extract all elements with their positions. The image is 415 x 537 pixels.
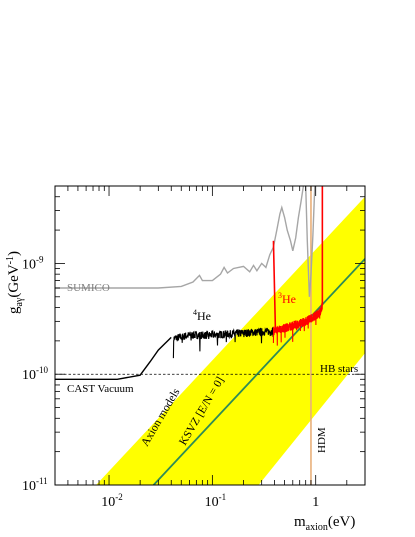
y-tick-label: 10-10 bbox=[22, 365, 48, 383]
y-tick-label: 10-11 bbox=[22, 476, 48, 494]
plot-frame bbox=[54, 185, 366, 486]
y-tick-label: 10-9 bbox=[22, 254, 44, 272]
x-tick-label: 10-1 bbox=[205, 492, 227, 510]
cast-vacuum-label: CAST Vacuum bbox=[67, 383, 134, 395]
cast-4he-curve bbox=[172, 326, 274, 359]
x-tick-label: 10-2 bbox=[101, 492, 123, 510]
he4-label: 4He bbox=[193, 308, 211, 323]
sumico-spike-curve bbox=[305, 186, 316, 297]
hb-stars-label: HB stars bbox=[320, 363, 358, 375]
cast-3he-curve bbox=[272, 301, 323, 346]
y-axis-title: gaγ(GeV-1) bbox=[5, 251, 25, 314]
axion-models-band bbox=[96, 196, 365, 485]
x-axis-title: maxion(eV) bbox=[294, 514, 355, 533]
sumico-label: SUMICO bbox=[67, 282, 110, 294]
cast-vacuum-curve bbox=[55, 336, 172, 380]
plot-area bbox=[55, 186, 365, 485]
x-tick-label: 1 bbox=[312, 495, 319, 510]
hdm-label: HDM bbox=[316, 427, 328, 453]
ksvz-line bbox=[152, 258, 365, 485]
cast-3he-left-edge bbox=[272, 240, 277, 332]
axis-ticks bbox=[54, 185, 366, 486]
he3-label: 3He bbox=[278, 291, 296, 306]
sumico-curve bbox=[55, 186, 305, 289]
